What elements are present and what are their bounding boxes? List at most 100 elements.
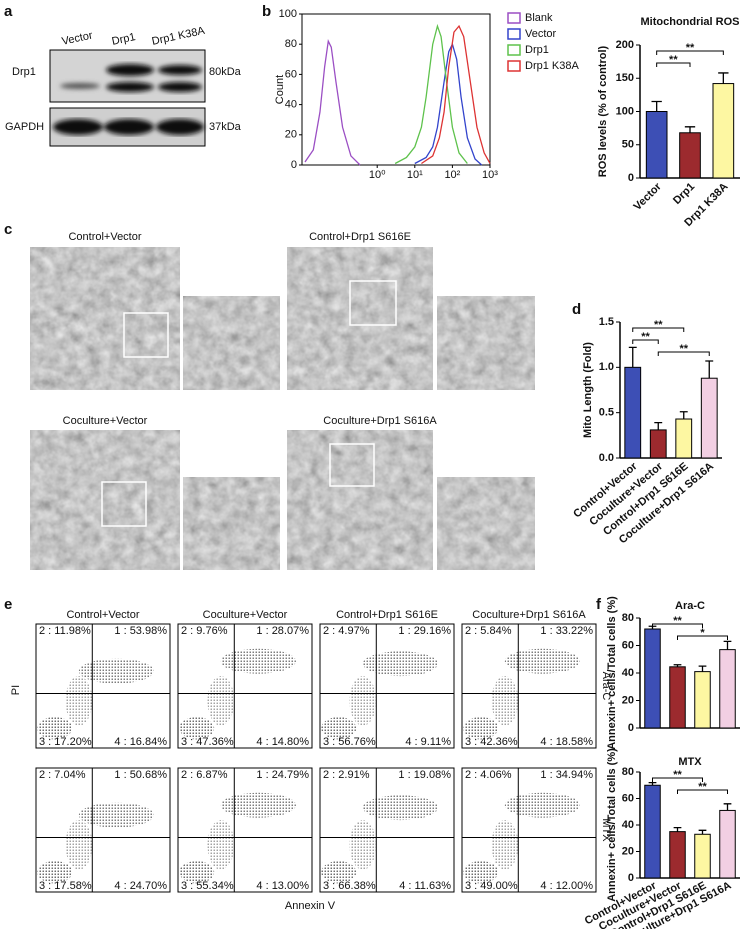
- x-tick-label: 10³: [482, 169, 498, 181]
- y-tick-label: 40: [622, 819, 634, 831]
- y-tick-label: 0.0: [599, 452, 614, 464]
- significance-label: *: [700, 627, 705, 639]
- marker-label: 80kDa: [209, 66, 242, 78]
- panel-label: a: [4, 3, 13, 20]
- y-tick-label: 60: [622, 639, 634, 651]
- row-label: Drp1: [12, 66, 36, 78]
- band: [53, 119, 103, 135]
- bands: [60, 64, 202, 92]
- y-tick-label: 80: [622, 612, 634, 624]
- error-bar: [723, 640, 732, 650]
- x-tick-label: 10¹: [407, 169, 423, 181]
- lane-label: Vector: [61, 29, 94, 47]
- micrograph: [287, 247, 433, 390]
- flow-row-label: Ara-C: [600, 672, 612, 701]
- significance-label: **: [673, 769, 682, 781]
- y-tick-label: 0.5: [599, 407, 614, 419]
- dot-cloud: [207, 676, 235, 726]
- x-tick-label: Vector: [632, 180, 665, 213]
- chart-title: Ara-C: [675, 600, 705, 612]
- micrograph-label: Coculture+Vector: [63, 415, 148, 427]
- micrograph-label: Control+Drp1 S616E: [309, 231, 411, 243]
- quadrant-label: 1 : 50.68%: [114, 769, 167, 781]
- y-tick-label: 80: [622, 766, 634, 778]
- zoom-box: [101, 481, 147, 527]
- lane-label: Drp1 K38A: [151, 25, 207, 48]
- quadrant-label: 3 : 47.36%: [181, 736, 234, 748]
- significance-bracket: [632, 327, 685, 332]
- quadrant-label: 1 : 28.07%: [256, 625, 309, 637]
- panel-label: e: [4, 596, 12, 613]
- quadrant-label: 4 : 16.84%: [114, 736, 167, 748]
- histogram-line: [394, 23, 468, 165]
- dot-cloud: [321, 717, 357, 740]
- quadrant-label: 2 : 5.84%: [465, 625, 512, 637]
- y-axis-label: Annexin+ cells/Total cells (%): [606, 596, 618, 750]
- dot-cloud: [179, 717, 215, 740]
- quadrant-label: 1 : 24.79%: [256, 769, 309, 781]
- significance-bracket: [652, 623, 703, 628]
- micrograph-label: Coculture+Drp1 S616A: [323, 415, 437, 427]
- legend-swatch: [507, 12, 521, 24]
- y-tick-label: 200: [616, 39, 634, 51]
- quadrant-label: 1 : 29.16%: [398, 625, 451, 637]
- quadrant-label: 3 : 17.20%: [39, 736, 92, 748]
- dot-cloud: [220, 648, 296, 674]
- quadrant-label: 2 : 4.06%: [465, 769, 512, 781]
- quadrant-label: 2 : 6.87%: [181, 769, 228, 781]
- panel-label: d: [572, 301, 581, 318]
- y-tick-label: 60: [285, 68, 297, 80]
- micrograph-inset: [437, 296, 535, 390]
- panel-label: c: [4, 221, 12, 238]
- quadrant-label: 4 : 11.63%: [399, 880, 451, 892]
- dot-cloud: [78, 802, 154, 828]
- dot-cloud: [65, 820, 93, 870]
- micrograph-inset: [437, 477, 535, 570]
- dot-cloud: [504, 648, 580, 674]
- micrograph: [287, 430, 433, 570]
- dot-cloud: [349, 676, 377, 726]
- bar: [649, 429, 667, 459]
- quadrant-label: 2 : 7.04%: [39, 769, 86, 781]
- error-bar: [723, 803, 732, 811]
- bar: [712, 83, 735, 179]
- micrograph-inset: [183, 477, 280, 570]
- dot-cloud: [179, 861, 215, 884]
- error-bar: [679, 411, 688, 420]
- legend-label: Vector: [525, 28, 557, 40]
- error-bar: [651, 100, 662, 112]
- significance-bracket: [656, 50, 724, 55]
- significance-bracket: [677, 635, 728, 640]
- quadrant-label: 3 : 42.36%: [465, 736, 518, 748]
- bar: [624, 366, 642, 459]
- error-bar: [698, 829, 707, 835]
- quadrant-label: 1 : 53.98%: [114, 625, 167, 637]
- y-tick-label: 1.5: [599, 316, 614, 328]
- panel-label: f: [596, 596, 602, 613]
- dot-cloud: [463, 717, 499, 740]
- y-axis-label: PI: [10, 685, 22, 695]
- dot-cloud: [207, 820, 235, 870]
- band: [106, 82, 154, 92]
- error-bar: [698, 665, 707, 672]
- y-axis-label: Mito Length (Fold): [582, 342, 594, 438]
- bar: [719, 809, 736, 879]
- quadrant-label: 4 : 9.11%: [405, 736, 451, 748]
- bar: [669, 831, 686, 879]
- histogram-line: [421, 24, 491, 165]
- flow-column-title: Control+Vector: [66, 609, 139, 621]
- y-tick-label: 20: [622, 845, 634, 857]
- error-bar: [673, 827, 682, 832]
- x-tick-label: 10²: [444, 169, 460, 181]
- y-axis-label: Annexin+ cells/Total cells (%): [606, 748, 618, 902]
- x-axis-label: Annexin V: [285, 900, 336, 912]
- x-tick-label: Drp1: [671, 181, 697, 207]
- micrographs: [29, 246, 535, 570]
- error-bar: [648, 781, 657, 786]
- bar: [644, 628, 661, 729]
- band: [106, 64, 154, 76]
- y-tick-label: 0: [628, 722, 634, 734]
- y-axis-label: Count: [274, 75, 286, 104]
